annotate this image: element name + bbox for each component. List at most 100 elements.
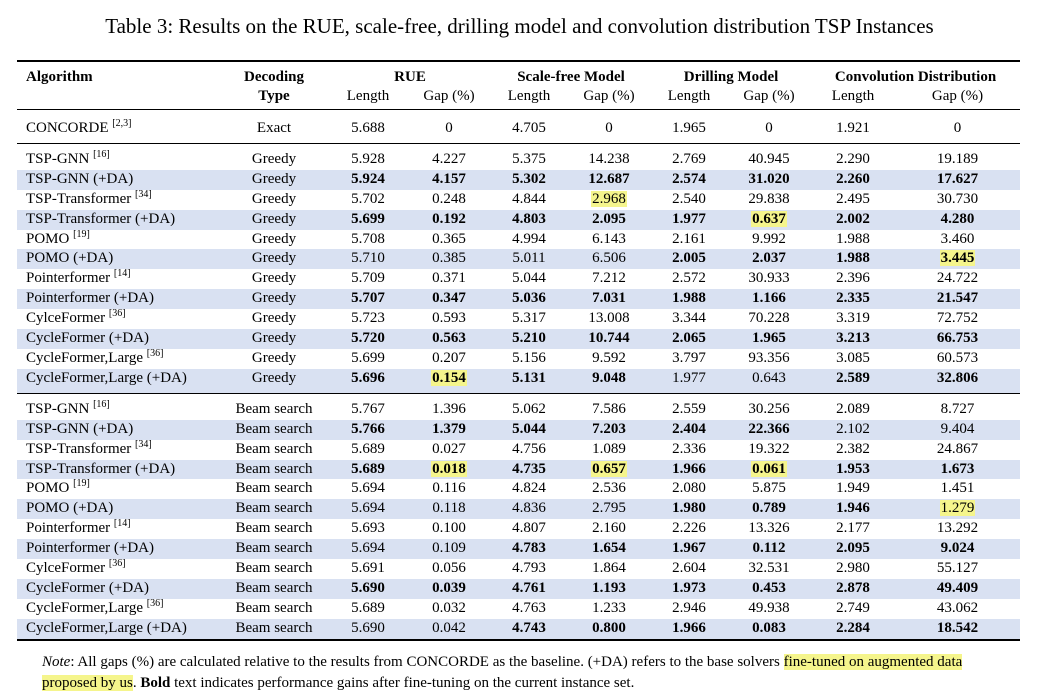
- value-cell: 5.317: [512, 310, 546, 327]
- value-cell: 4.793: [512, 560, 546, 577]
- value-cell: 0.039: [407, 578, 492, 599]
- value-cell: 1.193: [567, 578, 652, 599]
- value-cell: 9.048: [567, 368, 652, 394]
- decoding-cell: Beam search: [235, 520, 313, 537]
- value-cell: 4.807: [512, 520, 546, 537]
- decoding-cell: Beam search: [235, 480, 313, 497]
- value-cell: 0.061: [727, 459, 812, 480]
- value-cell: 66.753: [895, 329, 1021, 349]
- value-cell: 32.806: [895, 368, 1021, 394]
- value-cell: 14.238: [588, 150, 630, 167]
- value-cell: 1.166: [727, 289, 812, 310]
- value-cell: 7.212: [592, 270, 626, 287]
- table-row: TSP-GNN (+DA) Beam search 5.766 1.379 5.044 7…: [17, 419, 1021, 440]
- value-cell: 21.547: [895, 289, 1021, 310]
- value-cell: 17.627: [895, 169, 1021, 190]
- header-decoding-type: Type: [219, 87, 329, 110]
- decoding-cell: Beam search: [219, 419, 329, 440]
- table-row: CycleFormer,Large (+DA) Beam search 5.690 0…: [17, 618, 1021, 640]
- value-cell: 24.867: [936, 440, 979, 457]
- value-cell: 5.707: [329, 289, 407, 310]
- value-cell: 0.248: [432, 190, 466, 207]
- value-cell: 2.290: [836, 150, 870, 167]
- greedy-section: TSP-GNN [16] Greedy 5.928 4.227 5.375 14.238 2…: [17, 143, 1021, 394]
- value-cell: 2.878: [811, 578, 896, 599]
- value-cell: 0.056: [432, 560, 466, 577]
- value-cell: 5.928: [351, 150, 385, 167]
- value-cell: 1.965: [727, 329, 812, 349]
- value-cell: 5.011: [491, 249, 568, 270]
- value-cell: 4.227: [432, 150, 466, 167]
- value-cell: 4.743: [491, 618, 568, 640]
- table-row-concorde: CONCORDE [2,3] Exact 5.688 0 4.705 0 1.9…: [17, 109, 1021, 144]
- value-cell: 2.980: [836, 560, 870, 577]
- value-cell: 0: [727, 109, 812, 144]
- value-cell: 0.637: [727, 209, 812, 230]
- table-row: TSP-GNN (+DA) Greedy 5.924 4.157 5.302 12.687…: [17, 169, 1021, 190]
- header-length: Length: [811, 87, 896, 110]
- algorithm-cell: TSP-Transformer (+DA): [17, 459, 219, 480]
- decoding-cell: Beam search: [219, 618, 329, 640]
- algorithm-cell: TSP-GNN [16]: [26, 148, 110, 167]
- value-cell: 2.795: [567, 499, 652, 520]
- header-gap: Gap (%): [727, 87, 812, 110]
- value-cell: 0.032: [432, 599, 466, 616]
- value-cell: 2.161: [672, 230, 706, 247]
- value-cell: 4.756: [512, 440, 546, 457]
- table-row: POMO [19] Beam search 5.694 0.116 4.824 2.536…: [17, 479, 1020, 499]
- value-cell: 12.687: [567, 169, 652, 190]
- value-cell: 0.453: [727, 578, 812, 599]
- algorithm-cell: TSP-Transformer [34]: [26, 188, 152, 207]
- value-cell: 2.574: [651, 169, 728, 190]
- value-cell: 0.657: [567, 459, 652, 480]
- decoding-cell: Beam search: [235, 400, 313, 417]
- value-cell: 0.154: [407, 368, 492, 394]
- value-cell: 5.156: [512, 349, 546, 366]
- algorithm-cell: Pointerformer (+DA): [17, 289, 219, 310]
- value-cell: 1.977: [651, 209, 728, 230]
- value-cell: 13.292: [936, 520, 979, 537]
- value-cell: 2.005: [651, 249, 728, 270]
- value-cell: 0.371: [432, 270, 466, 287]
- results-table: Algorithm Decoding RUE Scale-free Model …: [17, 60, 1021, 641]
- value-cell: 1.921: [811, 109, 896, 144]
- value-cell: 2.089: [836, 400, 870, 417]
- decoding-cell: Greedy: [219, 329, 329, 349]
- decoding-cell: Greedy: [219, 169, 329, 190]
- value-cell: 4.705: [491, 109, 568, 144]
- value-cell: 2.336: [672, 440, 706, 457]
- algorithm-cell: TSP-Transformer (+DA): [17, 209, 219, 230]
- algorithm-cell: TSP-GNN [16]: [26, 398, 110, 417]
- algorithm-cell: Pointerformer (+DA): [17, 539, 219, 560]
- value-cell: 1.965: [651, 109, 728, 144]
- value-cell: 2.536: [592, 480, 626, 497]
- algorithm-cell: CylceFormer [36]: [26, 558, 126, 577]
- value-cell: 2.572: [672, 270, 706, 287]
- value-cell: 1.980: [651, 499, 728, 520]
- value-cell: 1.673: [895, 459, 1021, 480]
- value-cell: 40.945: [748, 150, 790, 167]
- decoding-cell: Greedy: [219, 209, 329, 230]
- decoding-cell: Greedy: [251, 230, 297, 247]
- value-cell: 1.451: [940, 480, 975, 497]
- value-cell: 0.112: [727, 539, 812, 560]
- value-cell: 5.689: [351, 599, 385, 616]
- value-cell: 31.020: [727, 169, 812, 190]
- value-cell: 3.319: [836, 310, 870, 327]
- value-cell: 1.396: [432, 400, 466, 417]
- value-cell: 0.100: [432, 520, 466, 537]
- decoding-cell: Greedy: [251, 190, 297, 207]
- value-cell: 72.752: [936, 310, 979, 327]
- value-cell: 9.404: [895, 419, 1021, 440]
- value-cell: 3.797: [672, 349, 706, 366]
- value-cell: 60.573: [936, 349, 979, 366]
- value-cell: 4.994: [512, 230, 546, 247]
- value-cell: 7.586: [592, 400, 626, 417]
- table-row: TSP-GNN [16] Beam search 5.767 1.396 5.062 7.…: [17, 393, 1020, 419]
- value-cell: 0: [567, 109, 652, 144]
- value-cell: 0.385: [407, 249, 492, 270]
- value-cell: 0: [407, 109, 492, 144]
- value-cell: 1.966: [651, 459, 728, 480]
- value-cell: 19.322: [748, 440, 790, 457]
- value-cell: 0.789: [727, 499, 812, 520]
